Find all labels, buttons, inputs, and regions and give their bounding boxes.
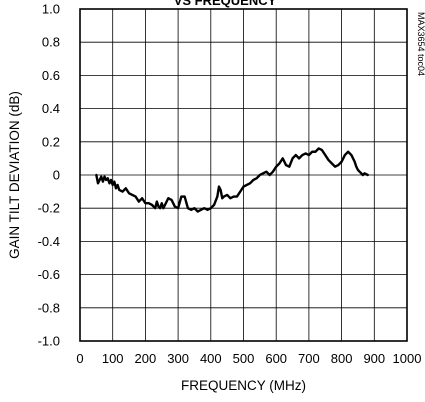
y-tick-label: 0.2	[42, 134, 60, 149]
y-tick-label: 0.8	[42, 35, 60, 50]
y-tick-label: -0.8	[38, 300, 60, 315]
y-tick-label: -0.6	[38, 267, 60, 282]
series-layer	[95, 147, 369, 213]
x-tick-label: 100	[102, 351, 124, 366]
x-tick-label: 0	[76, 351, 83, 366]
y-tick-label: -0.2	[38, 201, 60, 216]
x-tick-labels: 0 100 200 300 400 500 600 700 800 900 1000	[76, 351, 421, 366]
figure-id-label: MAX3654 toc04	[416, 12, 425, 76]
y-tick-label: 0	[53, 168, 60, 183]
y-tick-label: -0.4	[38, 234, 60, 249]
x-tick-label: 200	[135, 351, 157, 366]
y-tick-label: 0.4	[42, 101, 60, 116]
x-tick-label: 1000	[393, 351, 422, 366]
y-tick-labels: 1.0 0.8 0.6 0.4 0.2 0 -0.2 -0.4 -0.6 -0.8 -1.0	[38, 2, 60, 349]
x-tick-label: 800	[331, 351, 353, 366]
plot-frame	[79, 8, 408, 342]
series-line	[95, 147, 369, 213]
x-tick-label: 400	[200, 351, 222, 366]
y-tick-label: -1.0	[38, 334, 60, 349]
x-tick-label: 600	[265, 351, 287, 366]
y-tick-label: 1.0	[42, 2, 60, 17]
y-axis-label: GAIN TILT DEVIATION (dB)	[7, 91, 22, 259]
chart-title: VS FREQUENCY	[174, 0, 277, 8]
grid-lines	[80, 9, 407, 341]
x-axis-label: FREQUENCY (MHz)	[181, 378, 306, 393]
x-tick-label: 300	[167, 351, 189, 366]
y-tick-label: 0.6	[42, 68, 60, 83]
x-tick-label: 700	[298, 351, 320, 366]
x-tick-label: 900	[363, 351, 385, 366]
x-tick-label: 500	[233, 351, 255, 366]
